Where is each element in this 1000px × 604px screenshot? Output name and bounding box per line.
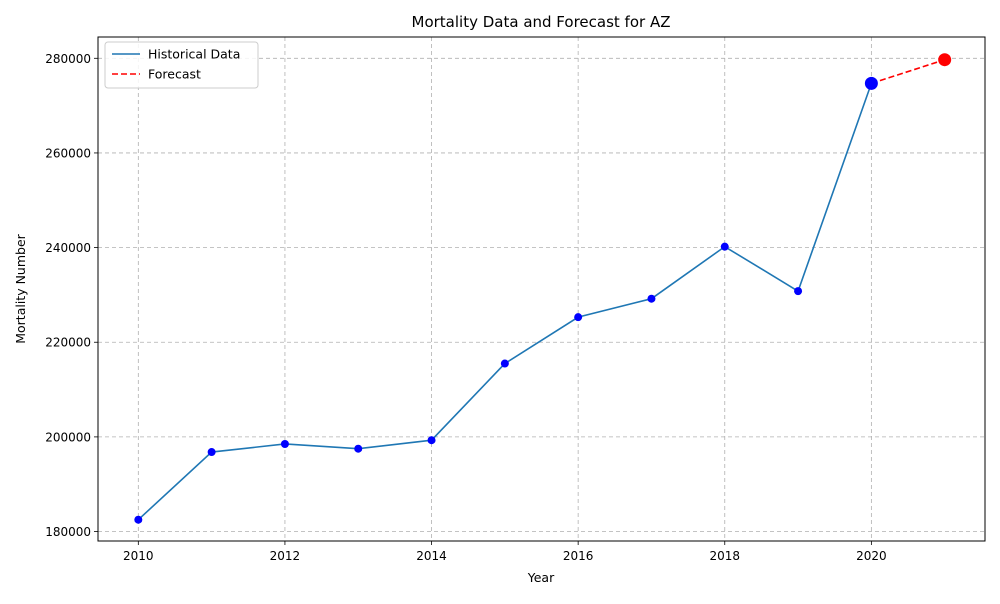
historical-data-point (574, 313, 583, 322)
x-tick-label: 2018 (709, 549, 740, 563)
historical-data-point (500, 359, 509, 368)
historical-data-point (280, 439, 289, 448)
historical-data-point (720, 242, 729, 251)
axis-ticks: 2010 2012 2014 2016 2018 2020 180000 200000 2200… (45, 52, 886, 563)
historical-data-point (647, 294, 656, 303)
x-axis-label: Year (527, 570, 555, 585)
y-axis-label: Mortality Number (13, 233, 28, 343)
legend: Historical Data Forecast (104, 41, 259, 89)
legend-label: Historical Data (148, 47, 240, 62)
y-tick-label: 240000 (45, 241, 91, 255)
historical-data-point (207, 448, 216, 457)
y-tick-label: 260000 (45, 146, 91, 160)
plot-frame (97, 36, 986, 542)
y-tick-label: 220000 (45, 336, 91, 350)
x-tick-label: 2012 (270, 549, 301, 563)
historical-data-point (354, 444, 363, 453)
series-line-historical (137, 83, 873, 521)
x-tick-label: 2020 (856, 549, 887, 563)
legend-label: Forecast (148, 67, 201, 82)
historical-data-point (864, 76, 878, 90)
y-tick-label: 280000 (45, 52, 91, 66)
x-tick-label: 2014 (416, 549, 447, 563)
historical-data-point (794, 287, 803, 296)
y-tick-label: 180000 (45, 525, 91, 539)
historical-data-point (134, 515, 143, 524)
y-tick-label: 200000 (45, 430, 91, 444)
x-tick-label: 2016 (563, 549, 594, 563)
historical-data-point (427, 436, 436, 445)
legend-box (104, 41, 259, 89)
series-line-forecast (871, 58, 945, 85)
chart-title: Mortality Data and Forecast for AZ (412, 13, 671, 31)
forecast-data-point (938, 53, 952, 67)
grid-lines (98, 37, 985, 541)
x-tick-label: 2010 (123, 549, 154, 563)
series-layer (134, 53, 952, 524)
